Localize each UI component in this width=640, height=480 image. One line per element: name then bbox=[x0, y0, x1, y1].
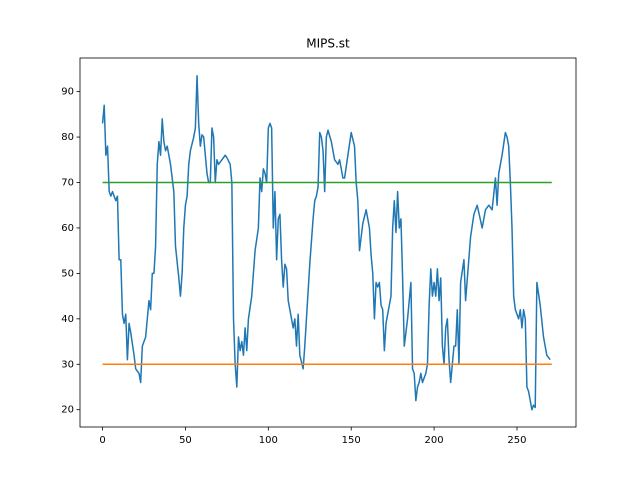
y-tick-label: 20 bbox=[61, 405, 74, 416]
y-tick-label: 80 bbox=[61, 132, 74, 143]
plot-frame bbox=[79, 57, 577, 428]
x-tick-label: 150 bbox=[342, 435, 361, 446]
y-tick-label: 40 bbox=[61, 314, 74, 325]
y-tick-label: 70 bbox=[61, 178, 74, 189]
x-tick-label: 100 bbox=[259, 435, 278, 446]
x-tick-label: 0 bbox=[99, 435, 105, 446]
y-tick-label: 50 bbox=[61, 268, 74, 279]
y-tick-label: 30 bbox=[61, 359, 74, 370]
y-tick-label: 90 bbox=[61, 87, 74, 98]
y-tick-label: 60 bbox=[61, 223, 74, 234]
x-tick-label: 50 bbox=[179, 435, 192, 446]
chart-title: MIPS.st bbox=[306, 37, 350, 51]
x-tick-label: 200 bbox=[425, 435, 444, 446]
data-line bbox=[101, 74, 551, 411]
x-tick-label: 250 bbox=[507, 435, 526, 446]
